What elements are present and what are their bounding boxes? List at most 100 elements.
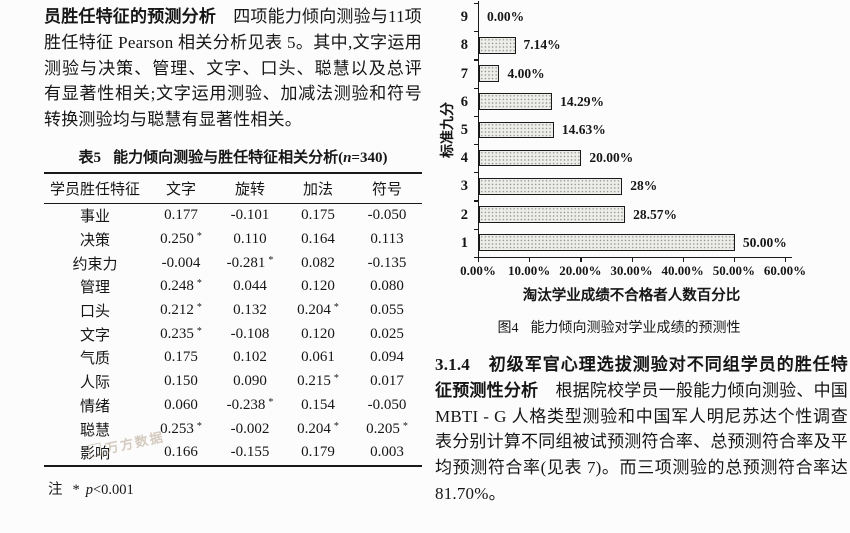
row-label: 口头	[80, 304, 111, 321]
bar	[479, 65, 500, 82]
table-number: 表5	[78, 149, 102, 166]
figure4-bar-chart: 9 0.00% 8 7.14% 7 4.00% 6 14.29% 5 14.63% 4 20.00% 3…	[435, 0, 848, 308]
correlation-value: 0.204 *	[297, 420, 339, 437]
left-column: 员胜任特征的预测分析 四项能力倾向测验与11项胜任特征 Pearson 相关分析…	[44, 4, 422, 499]
correlation-value: 0.205 *	[366, 420, 408, 437]
y-axis-tick	[474, 3, 478, 5]
y-category-label: 9	[460, 9, 468, 26]
table-row: 事业 0.177 -0.101 0.175 -0.050	[44, 203, 422, 227]
significance-star: *	[196, 420, 202, 432]
correlation-value: -0.050	[367, 207, 407, 224]
y-category-label: 6	[460, 93, 468, 110]
row-label: 事业	[80, 209, 111, 226]
left-paragraph: 员胜任特征的预测分析 四项能力倾向测验与11项胜任特征 Pearson 相关分析…	[44, 4, 422, 133]
bar-value-label: 4.00%	[507, 65, 545, 81]
correlation-value: 0.154	[301, 396, 335, 413]
left-paragraph-body: 四项能力倾向测验与11项胜任特征 Pearson 相关分析见表 5。其中,文字运…	[44, 7, 423, 130]
correlation-value: 0.055	[370, 302, 404, 319]
bar-value-label: 28%	[630, 178, 658, 194]
y-axis-tick	[474, 172, 478, 174]
correlation-value: 0.102	[233, 349, 267, 366]
table-title-tail: =340)	[351, 149, 388, 166]
table-row: 管理 0.248 * 0.044 0.120 0.080	[44, 275, 422, 299]
correlation-value: -0.108	[230, 325, 270, 342]
row-label: 影响	[80, 446, 111, 463]
table-row: 影响 0.166 -0.155 0.179 0.003	[44, 441, 422, 466]
correlation-value: 0.094	[370, 349, 404, 366]
correlation-value: 0.250 *	[160, 231, 202, 248]
correlation-value: 0.212 *	[160, 302, 202, 319]
correlation-value: 0.061	[301, 349, 335, 366]
bar-value-label: 28.57%	[633, 206, 678, 222]
x-axis-tick	[580, 257, 582, 262]
correlation-value: 0.082	[301, 254, 335, 271]
significance-star: *	[402, 420, 408, 432]
x-tick-label: 0.00%	[460, 262, 496, 278]
y-axis-tick	[474, 256, 478, 258]
significance-star: *	[333, 302, 339, 314]
bar-value-label: 14.29%	[560, 93, 604, 109]
correlation-value: -0.135	[367, 254, 407, 271]
correlation-value: -0.050	[367, 396, 407, 413]
correlation-value: 0.175	[301, 207, 335, 224]
column-header: 加法	[284, 172, 353, 204]
y-category-label: 4	[460, 150, 468, 167]
correlation-value: 0.132	[233, 302, 267, 319]
significance-star: *	[333, 373, 339, 385]
bar	[479, 149, 582, 167]
table-body: 事业 0.177 -0.101 0.175 -0.050 决策 0.250 * 0.110 0.1…	[44, 203, 422, 465]
correlation-value: -0.004	[161, 254, 201, 271]
correlation-value: 0.175	[164, 349, 198, 366]
bar	[479, 206, 626, 223]
y-axis-tick	[474, 115, 478, 117]
table-row: 口头 0.212 * 0.132 0.204 * 0.055	[44, 299, 422, 323]
correlation-value: 0.017	[370, 373, 404, 390]
y-category-label: 7	[460, 65, 468, 82]
table-row: 聪慧 0.253 * -0.002 0.204 * 0.205 *	[44, 417, 422, 441]
bar	[479, 234, 735, 251]
row-label: 决策	[80, 233, 111, 250]
correlation-value: -0.238 *	[226, 396, 274, 413]
x-axis-line	[478, 256, 792, 259]
bar	[479, 93, 553, 110]
bar	[479, 178, 623, 195]
table-row: 人际 0.150 0.090 0.215 * 0.017	[44, 370, 422, 394]
y-category-label: 2	[460, 206, 468, 223]
correlation-value: -0.155	[230, 444, 270, 461]
bar-value-label: 20.00%	[589, 150, 634, 166]
y-axis-tick	[474, 144, 478, 146]
bar	[479, 37, 516, 54]
correlation-value: 0.120	[301, 278, 335, 295]
correlation-value: -0.002	[230, 420, 270, 437]
note-label: 注	[48, 481, 63, 498]
right-paragraph-body: 根据院校学员一般能力倾向测验、中国 MBTI - G 人格类型测验和中国军人明尼…	[435, 380, 848, 503]
y-axis-tick	[474, 59, 478, 61]
correlation-value: 0.179	[301, 444, 335, 461]
column-header: 旋转	[215, 172, 284, 204]
table-header-row: 学员胜任特征 文字 旋转 加法 符号	[44, 172, 422, 204]
correlation-value: 0.164	[301, 231, 335, 248]
table-note: 注 * p<0.001	[48, 478, 422, 499]
significance-star: *	[196, 278, 202, 290]
note-threshold: <0.001	[93, 481, 134, 498]
right-column: 9 0.00% 8 7.14% 7 4.00% 6 14.29% 5 14.63% 4 20.00% 3…	[435, 0, 848, 507]
bar-value-label: 7.14%	[523, 37, 561, 53]
table-row: 文字 0.235 * -0.108 0.120 0.025	[44, 322, 422, 346]
left-paragraph-lead: 员胜任特征的预测分析	[44, 7, 217, 26]
x-tick-label: 10.00%	[508, 262, 551, 278]
row-label: 聪慧	[80, 422, 111, 439]
correlation-value: 0.248 *	[160, 278, 202, 295]
bar-value-label: 50.00%	[742, 234, 787, 250]
row-label: 气质	[80, 351, 111, 368]
correlation-value: 0.166	[164, 444, 198, 461]
x-tick-label: 60.00%	[763, 262, 807, 278]
row-label: 管理	[80, 280, 111, 297]
x-axis-tick	[529, 257, 531, 262]
x-tick-label: 40.00%	[661, 262, 704, 278]
y-category-label: 8	[460, 37, 468, 54]
table-row: 气质 0.175 0.102 0.061 0.094	[44, 346, 422, 370]
y-axis-line	[478, 1, 480, 258]
correlation-value: 0.235 *	[160, 325, 202, 342]
row-label: 情绪	[80, 398, 111, 415]
note-star: *	[72, 481, 80, 498]
